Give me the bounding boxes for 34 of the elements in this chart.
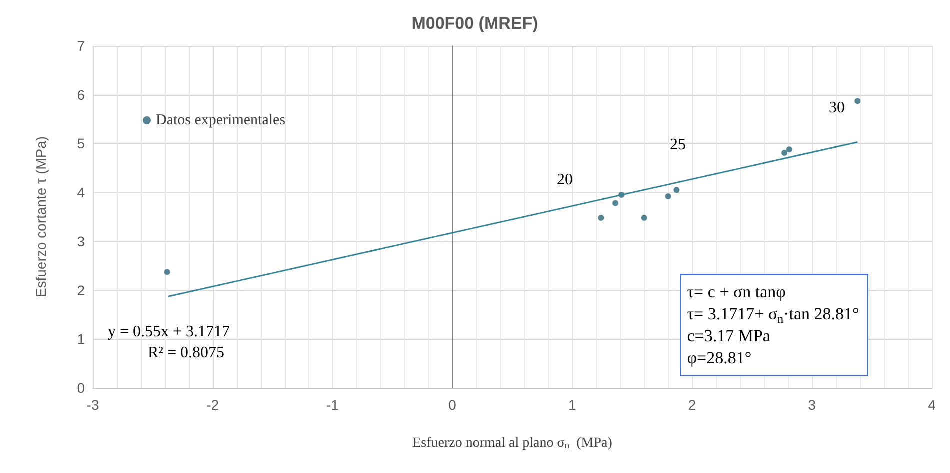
point xyxy=(665,193,672,200)
annotation: 30 xyxy=(829,100,845,116)
point xyxy=(674,187,680,194)
x-tick-label: -1 xyxy=(326,397,340,413)
chart-title: M00F00 (MREF) xyxy=(412,14,538,33)
y-tick-label: 3 xyxy=(77,233,86,250)
annotation: 20 xyxy=(557,172,573,188)
point xyxy=(164,269,170,276)
annotation: R² = 0.8075 xyxy=(148,344,224,362)
y-tick-label: 0 xyxy=(77,380,86,396)
x-tick-label: 3 xyxy=(808,397,816,413)
point xyxy=(598,214,604,221)
y-tick-label: 2 xyxy=(77,282,86,298)
point xyxy=(854,98,861,104)
y-tick-label: 5 xyxy=(77,136,86,152)
x-axis-title: Esfuerzo normal al plano σn (MPa) xyxy=(412,436,613,452)
x-tick-label: -3 xyxy=(86,397,100,413)
annotation: 25 xyxy=(670,136,686,154)
y-tick-label: 1 xyxy=(77,331,86,348)
y-tick-label: 4 xyxy=(77,184,86,201)
point xyxy=(786,146,792,153)
x-tick-label: 0 xyxy=(448,397,457,413)
annotation: y = 0.55x + 3.1717 xyxy=(108,324,230,340)
x-tick-label: 4 xyxy=(928,397,936,413)
x-tick-label: 1 xyxy=(568,397,577,413)
point xyxy=(612,200,619,206)
y-tick-label: 6 xyxy=(77,86,86,103)
point xyxy=(641,214,648,221)
point xyxy=(782,150,788,156)
y-tick-label: 7 xyxy=(77,38,86,54)
y-axis-title: Esfuerzo cortante τ (MPa) xyxy=(33,136,49,298)
x-tick-label: -2 xyxy=(206,397,220,413)
legend-label: Datos experimentales xyxy=(156,112,286,128)
x-tick-label: 2 xyxy=(688,397,696,413)
